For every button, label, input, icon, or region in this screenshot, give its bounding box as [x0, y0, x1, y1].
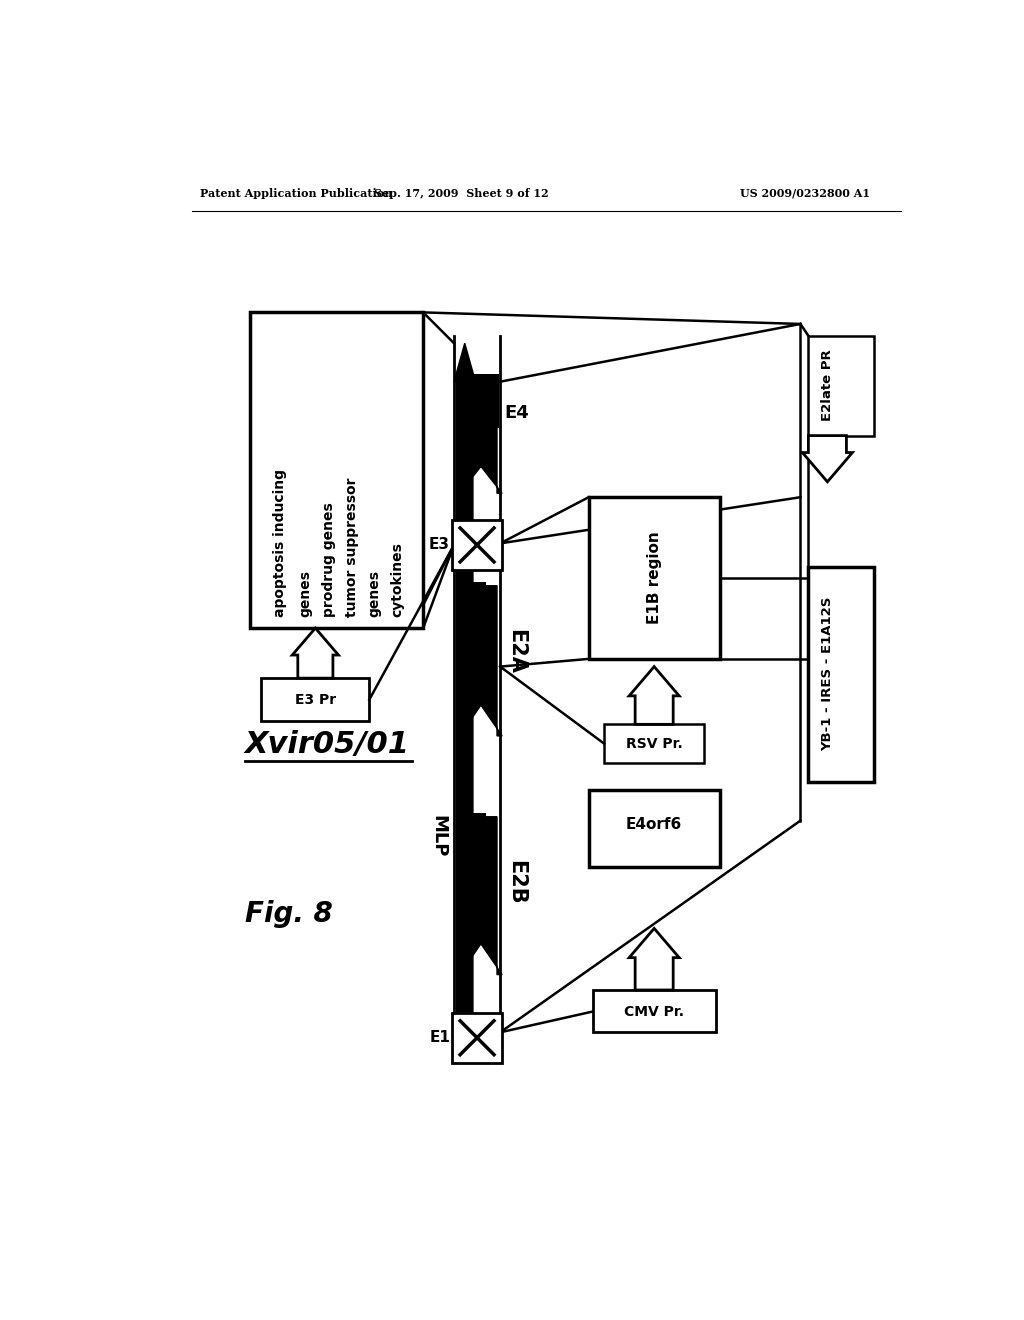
Text: genes: genes — [368, 569, 382, 616]
Text: CMV Pr.: CMV Pr. — [625, 1005, 684, 1019]
Polygon shape — [454, 343, 475, 1036]
Bar — [604, 725, 705, 763]
Text: Sep. 17, 2009  Sheet 9 of 12: Sep. 17, 2009 Sheet 9 of 12 — [375, 187, 549, 199]
Text: cytokines: cytokines — [391, 541, 404, 616]
Bar — [468, 813, 486, 886]
Bar — [808, 566, 873, 781]
Bar — [593, 990, 716, 1032]
Bar — [808, 335, 873, 436]
Bar — [589, 498, 720, 659]
Text: E1: E1 — [429, 1030, 451, 1045]
Text: Patent Application Publication: Patent Application Publication — [200, 187, 392, 199]
Bar — [250, 313, 423, 628]
Text: genes: genes — [298, 569, 312, 616]
Text: prodrug genes: prodrug genes — [322, 502, 336, 616]
Polygon shape — [460, 378, 502, 494]
Bar — [468, 582, 486, 655]
Bar — [456, 374, 499, 428]
Text: E3: E3 — [429, 537, 451, 553]
Bar — [589, 789, 720, 867]
Text: Fig. 8: Fig. 8 — [245, 900, 332, 928]
Bar — [261, 678, 370, 721]
Text: E4: E4 — [504, 404, 528, 421]
Polygon shape — [292, 628, 339, 678]
Bar — [453, 520, 502, 570]
Bar — [454, 335, 500, 1044]
Text: tumor suppressor: tumor suppressor — [345, 477, 358, 616]
Text: apoptosis inducing: apoptosis inducing — [273, 469, 287, 616]
Text: E2late PR: E2late PR — [821, 350, 834, 421]
Text: YB-1 - IRES - E1A12S: YB-1 - IRES - E1A12S — [821, 597, 834, 751]
Bar — [453, 1014, 502, 1063]
Polygon shape — [803, 436, 852, 482]
Text: RSV Pr.: RSV Pr. — [626, 737, 683, 751]
Text: MLP: MLP — [430, 814, 447, 857]
Text: Xvir05/01: Xvir05/01 — [245, 730, 410, 759]
Polygon shape — [460, 586, 502, 737]
Text: E2B: E2B — [506, 859, 526, 904]
Text: US 2009/0232800 A1: US 2009/0232800 A1 — [739, 187, 869, 199]
Polygon shape — [460, 817, 502, 974]
Text: E1B region: E1B region — [647, 532, 662, 624]
Polygon shape — [629, 667, 679, 725]
Text: E3 Pr: E3 Pr — [295, 693, 336, 706]
Text: E4orf6: E4orf6 — [626, 817, 682, 832]
Polygon shape — [629, 928, 679, 990]
Text: E2A: E2A — [506, 628, 526, 673]
